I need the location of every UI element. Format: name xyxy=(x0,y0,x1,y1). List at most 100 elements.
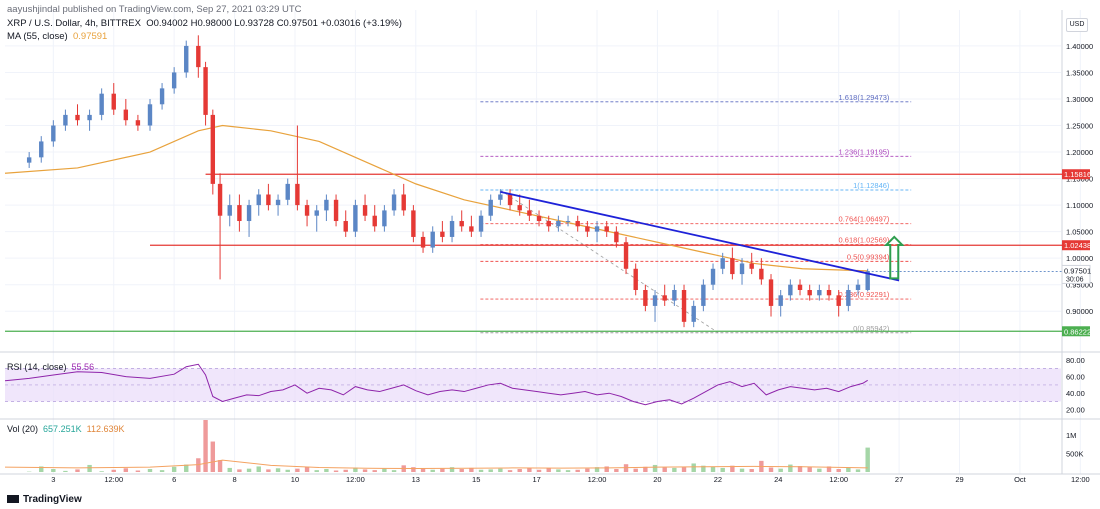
candle-body xyxy=(275,199,281,206)
volume-bar xyxy=(710,466,716,472)
volume-bar xyxy=(184,464,189,472)
volume-bar xyxy=(565,470,571,472)
volume-bar xyxy=(275,468,281,472)
volume-bar xyxy=(846,467,851,472)
volume-bar xyxy=(469,467,474,472)
price-tick-label: 1.10000 xyxy=(1066,201,1093,210)
volume-bar xyxy=(304,466,310,472)
candle-body xyxy=(865,271,870,290)
volume-bar xyxy=(420,468,426,472)
volume-value-2: 112.639K xyxy=(86,424,125,434)
volume-bar xyxy=(788,464,793,472)
candle-body xyxy=(227,205,232,216)
volume-bar xyxy=(527,467,532,472)
time-tick-label: 20 xyxy=(653,475,661,484)
candle-body xyxy=(147,104,153,126)
candle-body xyxy=(362,205,368,216)
tradingview-logo[interactable]: TradingView xyxy=(7,494,82,505)
time-tick-label: 6 xyxy=(172,475,176,484)
candle-body xyxy=(256,194,261,206)
candle-body xyxy=(739,263,745,275)
candle-body xyxy=(623,242,629,269)
currency-button[interactable]: USD xyxy=(1066,18,1088,32)
candle-body xyxy=(184,45,189,73)
candle-body xyxy=(594,226,600,232)
candle-body xyxy=(295,183,300,206)
candle-body xyxy=(575,221,580,227)
ohlc-values: O0.94002 H0.98000 L0.93728 C0.97501 +0.0… xyxy=(146,18,402,29)
volume-bar xyxy=(652,464,658,472)
candle-body xyxy=(797,284,803,290)
ma-label: MA (55, close) xyxy=(7,31,68,42)
candle-body xyxy=(604,226,609,232)
volume-bar xyxy=(478,469,484,472)
candle-body xyxy=(498,194,503,200)
candle-body xyxy=(662,295,667,301)
volume-bar xyxy=(836,469,841,472)
volume-bar xyxy=(87,464,92,472)
candle-body xyxy=(488,199,493,216)
volume-bar xyxy=(196,458,201,472)
volume-bar xyxy=(546,468,551,472)
price-tick-label: 1.40000 xyxy=(1066,42,1093,51)
candle-body xyxy=(855,284,861,290)
volume-bar xyxy=(681,467,687,472)
volume-bar xyxy=(507,470,513,472)
volume-bar xyxy=(797,466,803,472)
fib-anchor-line xyxy=(500,189,719,333)
fib-level-label: 0.764(1.06497) xyxy=(839,215,890,224)
price-tick-label: 1.35000 xyxy=(1066,68,1093,77)
ma-55-line xyxy=(4,124,868,272)
time-tick-label: 8 xyxy=(232,475,236,484)
candle-body xyxy=(333,199,339,222)
candle-body xyxy=(846,290,851,306)
volume-bar xyxy=(440,468,445,472)
volume-bar xyxy=(488,469,493,472)
candle-body xyxy=(788,284,793,296)
price-tick-label: 0.90000 xyxy=(1066,307,1093,316)
candle-body xyxy=(171,72,177,89)
candle-body xyxy=(87,114,92,121)
candle-body xyxy=(210,114,216,184)
current-price-tag xyxy=(1061,264,1091,284)
candle-body xyxy=(420,236,426,248)
volume-bar xyxy=(39,466,44,472)
time-tick-label: 27 xyxy=(895,475,903,484)
level-price-tag xyxy=(1062,240,1090,251)
candle-body xyxy=(585,226,590,232)
symbol-line: XRP / U.S. Dollar, 4h, BITTREX xyxy=(7,18,141,29)
level-price-label: 0.86222 xyxy=(1064,327,1091,336)
candle-body xyxy=(720,258,725,269)
trendline xyxy=(500,190,900,282)
publish-credit: aayushjindal published on TradingView.co… xyxy=(7,4,302,15)
rsi-tick-label: 40.00 xyxy=(1066,389,1085,398)
rsi-label: RSI (14, close) xyxy=(7,362,67,372)
candle-body xyxy=(701,284,706,306)
volume-bar xyxy=(203,420,208,472)
volume-bar xyxy=(63,470,68,472)
volume-ma-line xyxy=(4,459,868,469)
level-price-label: 1.15816 xyxy=(1064,170,1091,179)
candle-body xyxy=(440,231,445,237)
candle-body xyxy=(768,279,774,306)
volume-bar xyxy=(662,467,667,472)
time-tick-label: 12:00 xyxy=(1071,475,1090,484)
candle-body xyxy=(826,290,832,296)
rsi-value: 55.56 xyxy=(71,362,95,372)
candle-body xyxy=(817,290,822,296)
volume-bar xyxy=(111,469,116,472)
volume-bar xyxy=(536,469,542,472)
fib-level-label: 1(1.12846) xyxy=(853,181,890,190)
volume-bar xyxy=(739,468,745,472)
volume-bar xyxy=(217,460,223,472)
volume-bar xyxy=(246,468,252,472)
candle-body xyxy=(159,88,165,105)
time-tick-label: 12:00 xyxy=(829,475,848,484)
candle-body xyxy=(75,114,80,121)
fib-level-label: 0.236(0.92291) xyxy=(839,290,890,299)
volume-tick-label: 500K xyxy=(1066,449,1084,458)
volume-bar xyxy=(720,467,725,472)
volume-bar xyxy=(343,469,348,472)
time-tick-label: 15 xyxy=(472,475,480,484)
